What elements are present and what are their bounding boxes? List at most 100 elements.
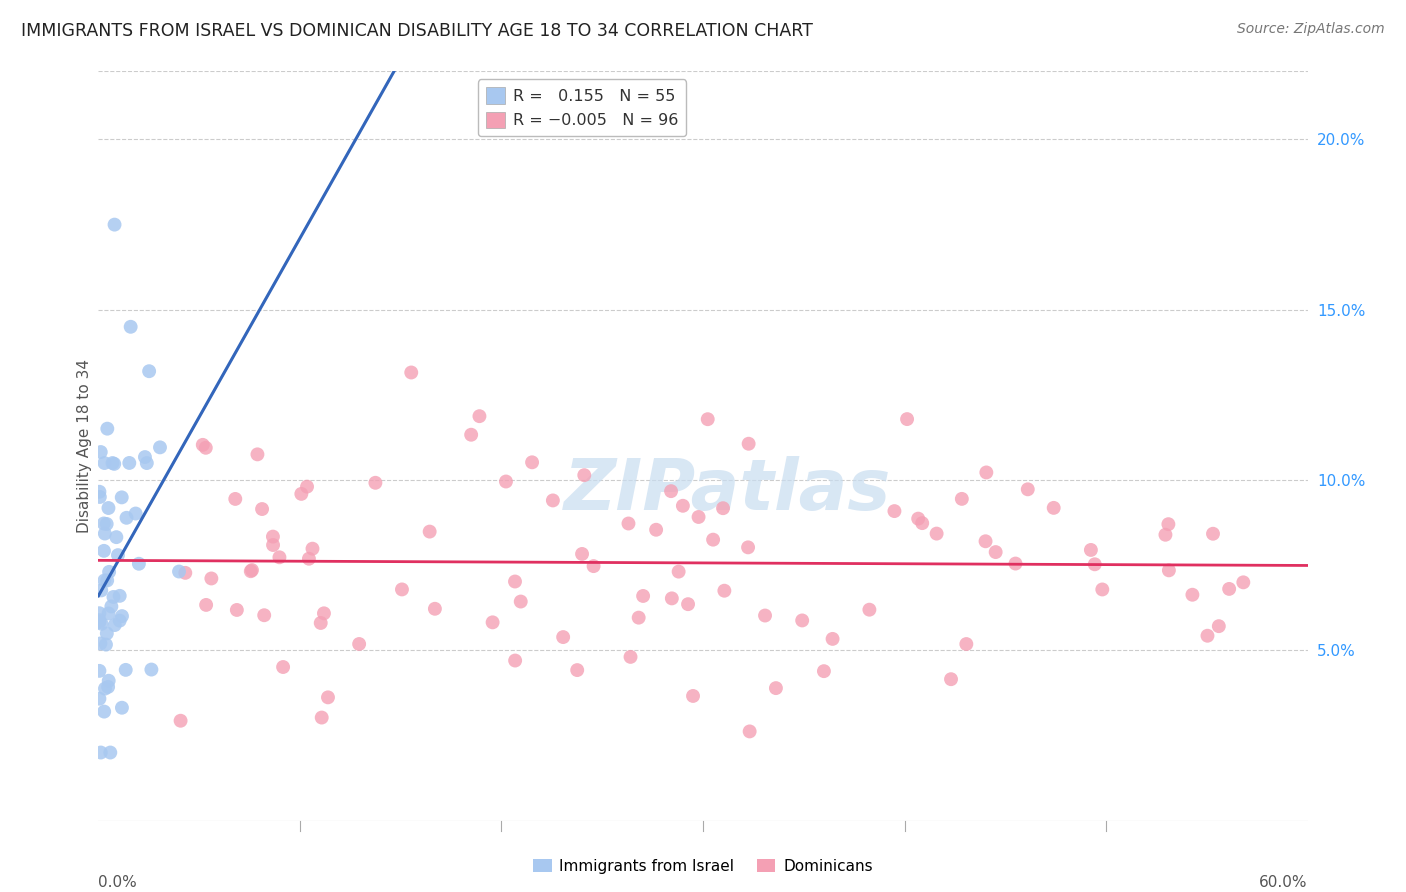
Point (1157, 563, 1180, 577)
Point (96, 574, 118, 588)
Point (120, 319, 142, 334)
Point (631, 589, 654, 603)
Point (574, 468, 596, 483)
Point (468, 409, 491, 424)
Point (567, 663, 589, 677)
Point (194, 441, 217, 455)
Point (738, 724, 761, 739)
Point (111, 491, 134, 505)
Point (138, 364, 160, 378)
Point (813, 664, 835, 678)
Point (253, 608, 276, 623)
Point (225, 603, 247, 617)
Point (737, 436, 759, 450)
Point (645, 523, 668, 537)
Point (659, 484, 682, 499)
Point (107, 548, 129, 562)
Point (94, 681, 117, 696)
Point (423, 601, 446, 615)
Point (96, 626, 118, 640)
Point (101, 456, 124, 470)
Point (672, 499, 695, 513)
Point (93, 574, 115, 588)
Point (950, 491, 973, 506)
Point (114, 663, 136, 677)
Text: 0.0%: 0.0% (98, 875, 138, 890)
Point (974, 534, 997, 549)
Point (309, 615, 332, 630)
Point (97, 673, 120, 688)
Text: ZIPatlas: ZIPatlas (564, 457, 891, 525)
Point (301, 541, 323, 556)
Point (1157, 517, 1180, 532)
Point (290, 487, 312, 501)
Point (174, 566, 197, 580)
Point (1202, 526, 1225, 541)
Point (141, 663, 163, 677)
Text: Source: ZipAtlas.com: Source: ZipAtlas.com (1237, 22, 1385, 37)
Point (481, 615, 503, 630)
Point (399, 366, 422, 380)
Point (1080, 543, 1102, 558)
Point (105, 530, 128, 544)
Point (90, 583, 112, 598)
Point (883, 504, 905, 518)
Point (503, 574, 526, 589)
Point (1181, 588, 1204, 602)
Point (93, 516, 115, 531)
Point (682, 689, 704, 703)
Point (89, 615, 111, 630)
Point (713, 583, 735, 598)
Point (737, 541, 759, 555)
Point (100, 599, 122, 614)
Point (104, 618, 127, 632)
Point (520, 455, 543, 469)
Point (1084, 558, 1107, 572)
Point (271, 660, 294, 674)
Point (250, 502, 273, 516)
Point (939, 672, 962, 686)
Point (509, 594, 531, 608)
Point (97, 680, 120, 694)
Point (191, 438, 214, 452)
Point (627, 610, 650, 624)
Point (419, 524, 441, 539)
Point (240, 563, 263, 577)
Point (896, 412, 918, 426)
Point (103, 457, 125, 471)
Point (298, 551, 321, 566)
Point (98, 746, 121, 760)
Point (195, 598, 218, 612)
Y-axis label: Disability Age 18 to 34: Disability Age 18 to 34 (77, 359, 91, 533)
Point (1042, 500, 1064, 515)
Point (98, 565, 121, 579)
Point (108, 614, 131, 628)
Point (364, 475, 387, 490)
Point (1208, 619, 1230, 633)
Point (754, 608, 776, 623)
Point (858, 602, 880, 616)
Point (90, 746, 112, 760)
Point (821, 632, 844, 646)
Legend: R =   0.155   N = 55, R = −0.005   N = 96: R = 0.155 N = 55, R = −0.005 N = 96 (478, 79, 686, 136)
Point (1218, 582, 1240, 596)
Point (115, 510, 138, 524)
Point (765, 681, 787, 695)
Point (134, 450, 156, 464)
Point (295, 480, 318, 494)
Point (495, 475, 517, 489)
Point (391, 582, 413, 597)
Point (976, 466, 998, 480)
Point (1004, 557, 1026, 571)
Point (668, 565, 690, 579)
Point (503, 654, 526, 668)
Point (688, 510, 710, 524)
Point (711, 501, 734, 516)
Point (911, 516, 934, 530)
Point (1232, 575, 1254, 590)
Point (169, 714, 191, 728)
Point (316, 690, 339, 705)
Point (89, 613, 111, 627)
Point (541, 493, 564, 508)
Point (167, 565, 190, 579)
